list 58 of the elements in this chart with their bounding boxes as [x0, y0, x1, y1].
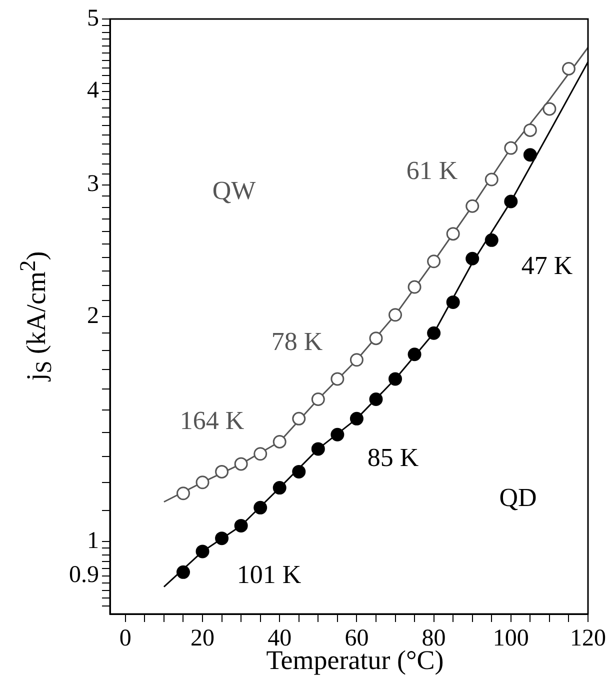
annotation: 164 K	[180, 406, 244, 435]
annotation: 101 K	[236, 560, 302, 589]
point	[523, 123, 537, 137]
point	[504, 194, 518, 208]
point	[408, 348, 422, 362]
point	[484, 172, 498, 186]
point	[369, 332, 383, 346]
y-tick-label: 2	[87, 302, 99, 329]
point	[466, 252, 480, 266]
point	[427, 254, 441, 268]
point	[562, 62, 576, 76]
point	[311, 442, 325, 456]
x-tick-label: 120	[570, 626, 606, 652]
point	[234, 518, 248, 532]
y-tick-label: 1	[87, 528, 99, 554]
y-tick-label: 0.9	[69, 562, 99, 588]
annotation: 61 K	[406, 156, 458, 185]
point	[196, 544, 210, 558]
x-tick-label: 100	[492, 626, 529, 652]
point	[330, 372, 344, 386]
point	[446, 227, 460, 241]
x-tick-label: 0	[119, 626, 132, 652]
annotation: 47 K	[521, 250, 573, 280]
point	[446, 295, 460, 309]
point	[330, 428, 344, 442]
point	[292, 412, 306, 426]
point	[542, 102, 556, 116]
point	[408, 280, 422, 294]
point	[215, 532, 229, 546]
annotation: QW	[212, 176, 256, 205]
point	[484, 233, 498, 247]
point	[176, 486, 190, 500]
point	[196, 476, 210, 490]
y-tick-label: 5	[87, 5, 99, 32]
annotation: QD	[499, 482, 537, 512]
point	[523, 148, 537, 162]
point	[466, 199, 480, 213]
y-tick-label: 3	[87, 171, 99, 198]
point	[176, 565, 190, 579]
y-tick-label: 4	[87, 78, 99, 104]
point	[234, 457, 248, 471]
point	[388, 372, 402, 386]
x-tick-label: 20	[190, 626, 215, 652]
point	[388, 308, 402, 322]
point	[254, 500, 268, 514]
point	[272, 481, 286, 495]
point	[215, 464, 229, 478]
point	[311, 392, 325, 406]
point	[369, 392, 383, 406]
annotation: 85 K	[367, 442, 419, 472]
annotation: 78 K	[271, 326, 323, 356]
point	[427, 326, 441, 340]
point	[272, 434, 286, 448]
point	[350, 353, 364, 367]
point	[292, 464, 306, 478]
point	[504, 141, 518, 155]
point	[350, 412, 364, 426]
point	[254, 447, 268, 461]
